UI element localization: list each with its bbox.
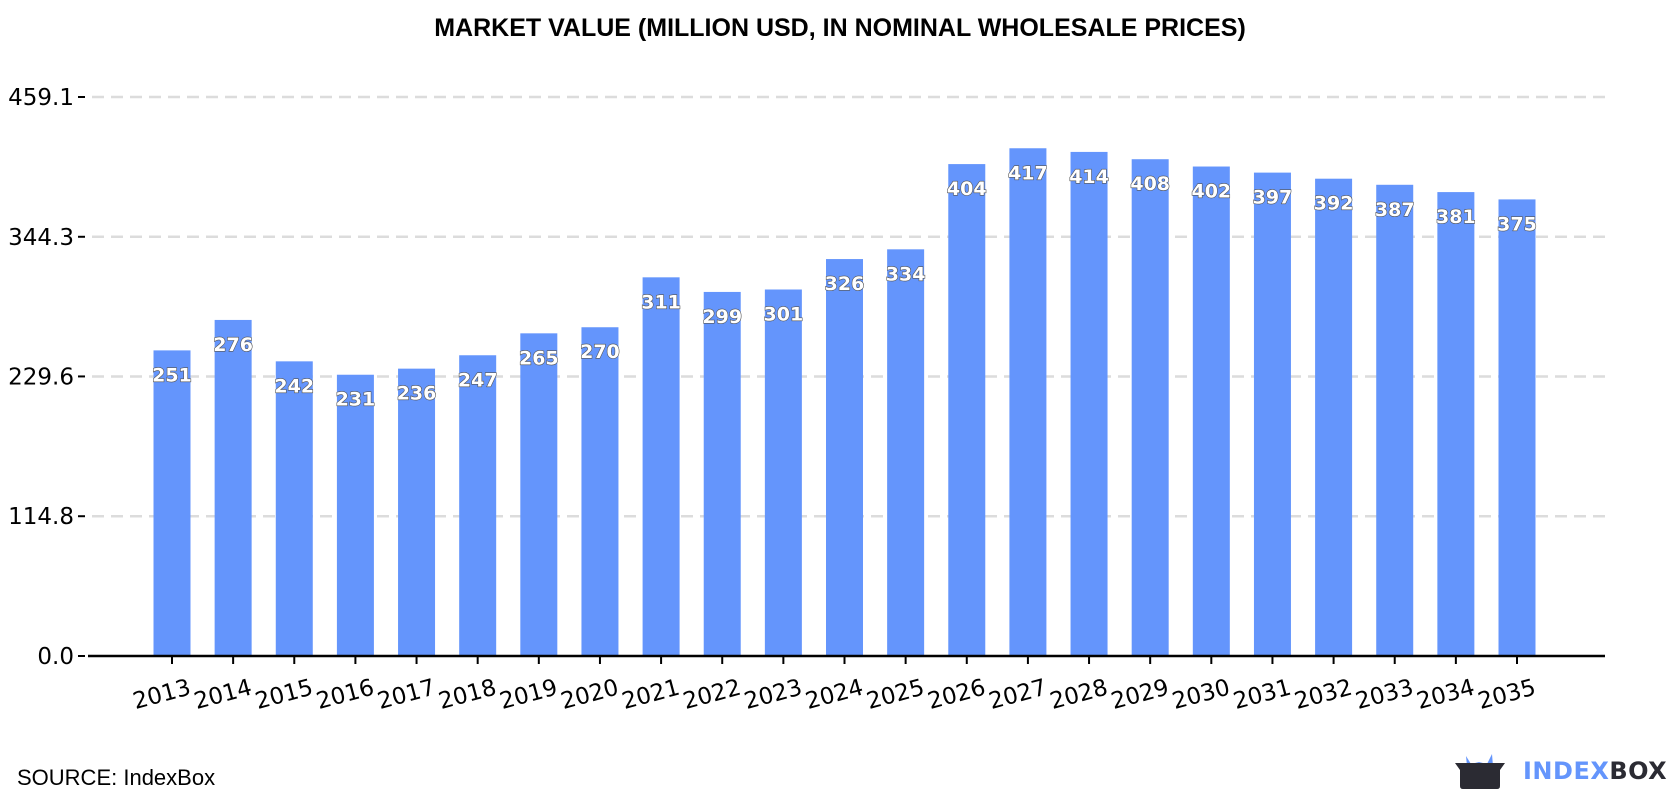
x-tick-label: 2015 [253, 675, 316, 715]
bar [214, 319, 252, 656]
data-label: 276 [213, 334, 253, 356]
data-label: 242 [274, 375, 314, 397]
bar [1070, 151, 1108, 656]
data-label: 236 [397, 383, 437, 405]
logo-text-box: BOX [1609, 757, 1668, 785]
data-label: 397 [1253, 187, 1293, 209]
bar [1192, 166, 1230, 656]
x-tick-label: 2028 [1047, 675, 1110, 715]
bar [275, 361, 313, 656]
data-label: 408 [1130, 173, 1170, 195]
x-tick-label: 2026 [925, 675, 988, 715]
y-tick-label: 114.8 [8, 504, 74, 530]
x-tick-label: 2019 [497, 675, 560, 715]
x-tick-label: 2014 [191, 675, 254, 715]
bar [1253, 172, 1291, 656]
data-label: 381 [1436, 206, 1476, 228]
x-tick-label: 2024 [803, 675, 866, 715]
bar [642, 277, 680, 656]
bar [581, 327, 619, 656]
x-tick-label: 2018 [436, 675, 499, 715]
x-tick-label: 2034 [1414, 675, 1477, 715]
bar [948, 164, 986, 657]
x-tick-label: 2030 [1170, 675, 1233, 715]
data-label: 265 [519, 347, 559, 369]
data-label: 301 [764, 304, 804, 326]
x-tick-label: 2033 [1353, 675, 1416, 715]
x-tick-label: 2021 [619, 675, 682, 715]
x-tick-label: 2016 [314, 675, 377, 715]
x-tick-label: 2027 [986, 675, 1049, 715]
bar [1315, 178, 1353, 657]
x-tick-label: 2017 [375, 675, 438, 715]
bar [764, 289, 802, 656]
box-logo-icon [1455, 754, 1505, 789]
bar [398, 368, 436, 656]
data-label: 404 [947, 178, 987, 200]
bar [153, 350, 191, 656]
x-tick-label: 2031 [1231, 675, 1294, 715]
data-label: 387 [1375, 199, 1415, 221]
x-tick-label: 2013 [130, 675, 193, 715]
chart-title: MARKET VALUE (MILLION USD, IN NOMINAL WH… [434, 14, 1246, 42]
source-label: SOURCE: IndexBox [17, 765, 216, 790]
data-label: 392 [1314, 193, 1354, 215]
data-label: 270 [580, 341, 620, 363]
data-label: 417 [1008, 162, 1048, 184]
bar [459, 355, 497, 656]
data-label: 414 [1069, 166, 1109, 188]
bar [1009, 148, 1047, 657]
y-tick-label: 344.3 [8, 225, 74, 251]
data-label: 247 [458, 369, 498, 391]
x-tick-label: 2025 [864, 675, 927, 715]
bar [520, 333, 558, 656]
x-tick-label: 2022 [680, 675, 743, 715]
data-label: 402 [1191, 181, 1231, 203]
indexbox-logo: INDEXBOX [1455, 752, 1667, 790]
bar [703, 291, 741, 656]
y-tick-label: 0.0 [37, 644, 74, 670]
bar-chart: 0.0 114.8 229.6 344.3 459.1 251 2013 276 2014 242… [8, 85, 1605, 715]
data-label: 299 [702, 306, 742, 328]
x-tick-label: 2032 [1292, 675, 1355, 715]
bar [826, 259, 863, 656]
data-label: 231 [336, 389, 376, 411]
data-label: 311 [641, 291, 681, 313]
bar [1437, 192, 1475, 656]
x-tick-label: 2029 [1108, 675, 1171, 715]
bar [887, 249, 925, 656]
data-label: 251 [152, 364, 192, 386]
data-label: 375 [1497, 213, 1537, 235]
data-label: 334 [886, 263, 926, 285]
data-label: 326 [825, 273, 865, 295]
y-tick-label: 229.6 [8, 364, 74, 390]
x-tick-label: 2020 [558, 675, 621, 715]
logo-text-index: INDEX [1523, 757, 1610, 785]
bar [336, 374, 374, 656]
bar [1498, 199, 1536, 656]
bar [1131, 159, 1169, 656]
x-tick-label: 2035 [1475, 675, 1538, 715]
bar [1376, 184, 1414, 656]
x-tick-label: 2023 [742, 675, 805, 715]
y-tick-label: 459.1 [8, 85, 74, 111]
